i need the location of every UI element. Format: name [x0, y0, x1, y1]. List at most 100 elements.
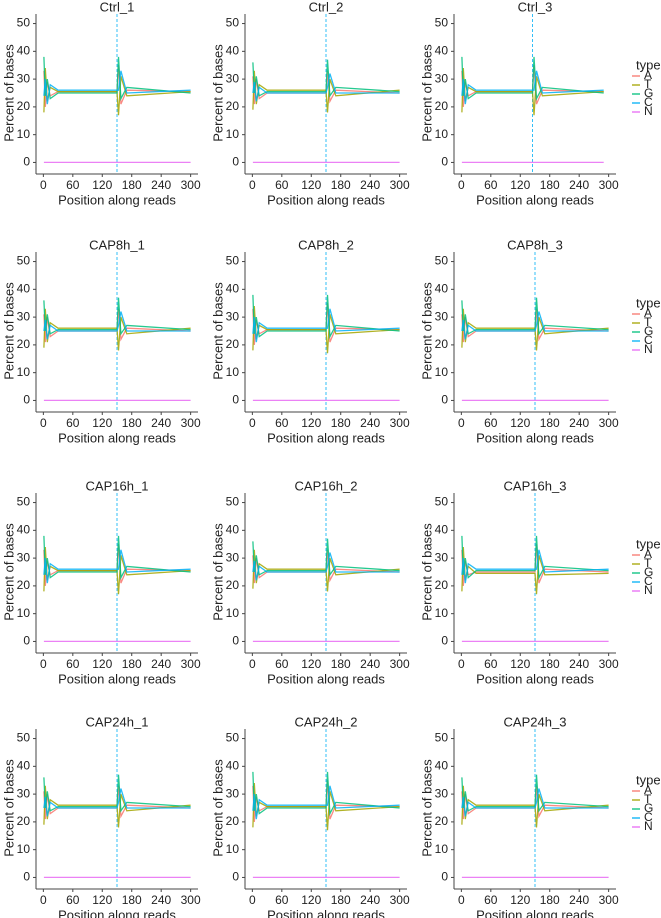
legend-label: T	[644, 792, 652, 806]
y-tick-label: 30	[17, 786, 31, 800]
x-tick-label: 120	[510, 416, 530, 430]
x-axis-label: Position along reads	[58, 192, 176, 207]
y-tick-label: 50	[226, 495, 240, 509]
panel-title: CAP24h_3	[504, 714, 567, 729]
y-tick-label: 40	[435, 759, 449, 773]
series-line	[461, 311, 609, 340]
y-axis-label: Percent of bases	[1, 44, 16, 142]
panel-title: CAP24h_2	[295, 714, 358, 729]
y-axis-label: Percent of bases	[1, 282, 16, 380]
y-axis-label: Percent of bases	[419, 282, 434, 380]
legend-label: C	[644, 333, 653, 347]
y-axis-label: Percent of bases	[419, 759, 434, 857]
y-tick-label: 50	[17, 254, 31, 268]
legend-label: G	[644, 86, 653, 100]
x-tick-label: 60	[66, 416, 80, 430]
y-tick-label: 20	[17, 814, 31, 828]
x-axis-label: Position along reads	[476, 671, 594, 686]
x-tick-label: 120	[92, 893, 112, 907]
series-line	[461, 70, 604, 105]
y-tick-label: 40	[435, 282, 449, 296]
y-tick-label: 10	[435, 365, 449, 379]
y-tick-label: 40	[435, 44, 449, 58]
y-tick-label: 0	[441, 393, 448, 407]
x-tick-label: 300	[390, 657, 410, 671]
x-tick-label: 60	[484, 416, 498, 430]
x-tick-label: 180	[331, 893, 351, 907]
panel-title: Ctrl_1	[100, 0, 135, 14]
legend-title: type	[636, 536, 661, 551]
x-axis-label: Position along reads	[267, 430, 385, 445]
legend-label: C	[644, 810, 653, 824]
y-tick-label: 20	[435, 578, 449, 592]
y-tick-label: 20	[435, 337, 449, 351]
legend-label: N	[644, 104, 653, 118]
y-tick-label: 40	[226, 44, 240, 58]
y-tick-label: 10	[435, 842, 449, 856]
series-line	[43, 788, 191, 817]
x-axis-label: Position along reads	[267, 192, 385, 207]
panel-title: CAP24h_1	[86, 714, 149, 729]
y-tick-label: 0	[23, 870, 30, 884]
x-tick-label: 120	[92, 657, 112, 671]
y-tick-label: 10	[226, 127, 240, 141]
x-tick-label: 60	[275, 416, 289, 430]
y-tick-label: 10	[435, 127, 449, 141]
y-axis-label: Percent of bases	[210, 523, 225, 621]
series-line	[461, 788, 609, 817]
panel-title: CAP8h_2	[298, 237, 354, 252]
x-tick-label: 120	[92, 178, 112, 192]
x-tick-label: 240	[360, 893, 380, 907]
x-tick-label: 60	[66, 178, 80, 192]
y-tick-label: 0	[441, 155, 448, 169]
y-tick-label: 10	[17, 127, 31, 141]
x-tick-label: 300	[599, 416, 619, 430]
x-tick-label: 120	[510, 893, 530, 907]
x-tick-label: 300	[599, 657, 619, 671]
y-axis-label: Percent of bases	[1, 759, 16, 857]
x-tick-label: 0	[249, 178, 256, 192]
x-tick-label: 180	[122, 178, 142, 192]
x-tick-label: 300	[181, 178, 201, 192]
x-tick-label: 180	[540, 416, 560, 430]
series-line	[252, 73, 400, 102]
y-tick-label: 0	[23, 634, 30, 648]
y-tick-label: 30	[435, 309, 449, 323]
y-tick-label: 50	[435, 731, 449, 745]
y-axis-label: Percent of bases	[210, 282, 225, 380]
x-axis-label: Position along reads	[58, 430, 176, 445]
x-tick-label: 240	[569, 416, 589, 430]
x-tick-label: 0	[40, 893, 47, 907]
legend-title: type	[636, 772, 661, 787]
y-tick-label: 30	[435, 550, 449, 564]
panel-title: CAP16h_3	[504, 478, 567, 493]
legend-label: A	[644, 547, 652, 561]
y-tick-label: 50	[435, 495, 449, 509]
legend-label: C	[644, 95, 653, 109]
x-tick-label: 0	[249, 657, 256, 671]
y-tick-label: 50	[435, 16, 449, 30]
y-tick-label: 40	[226, 759, 240, 773]
legend-label: A	[644, 306, 652, 320]
x-tick-label: 180	[122, 657, 142, 671]
series-line	[252, 538, 400, 577]
y-tick-label: 0	[441, 870, 448, 884]
x-tick-label: 300	[390, 893, 410, 907]
series-line	[252, 294, 400, 339]
legend-label: G	[644, 324, 653, 338]
y-tick-label: 30	[226, 786, 240, 800]
x-tick-label: 120	[301, 416, 321, 430]
y-tick-label: 0	[441, 634, 448, 648]
panel-title: CAP8h_1	[89, 237, 145, 252]
y-tick-label: 40	[226, 282, 240, 296]
y-axis-label: Percent of bases	[419, 523, 434, 621]
y-tick-label: 0	[232, 155, 239, 169]
y-tick-label: 10	[17, 365, 31, 379]
x-tick-label: 120	[510, 178, 530, 192]
x-tick-label: 180	[540, 178, 560, 192]
x-tick-label: 60	[484, 657, 498, 671]
panel-title: Ctrl_2	[309, 0, 344, 14]
y-tick-label: 30	[17, 309, 31, 323]
y-tick-label: 20	[17, 578, 31, 592]
